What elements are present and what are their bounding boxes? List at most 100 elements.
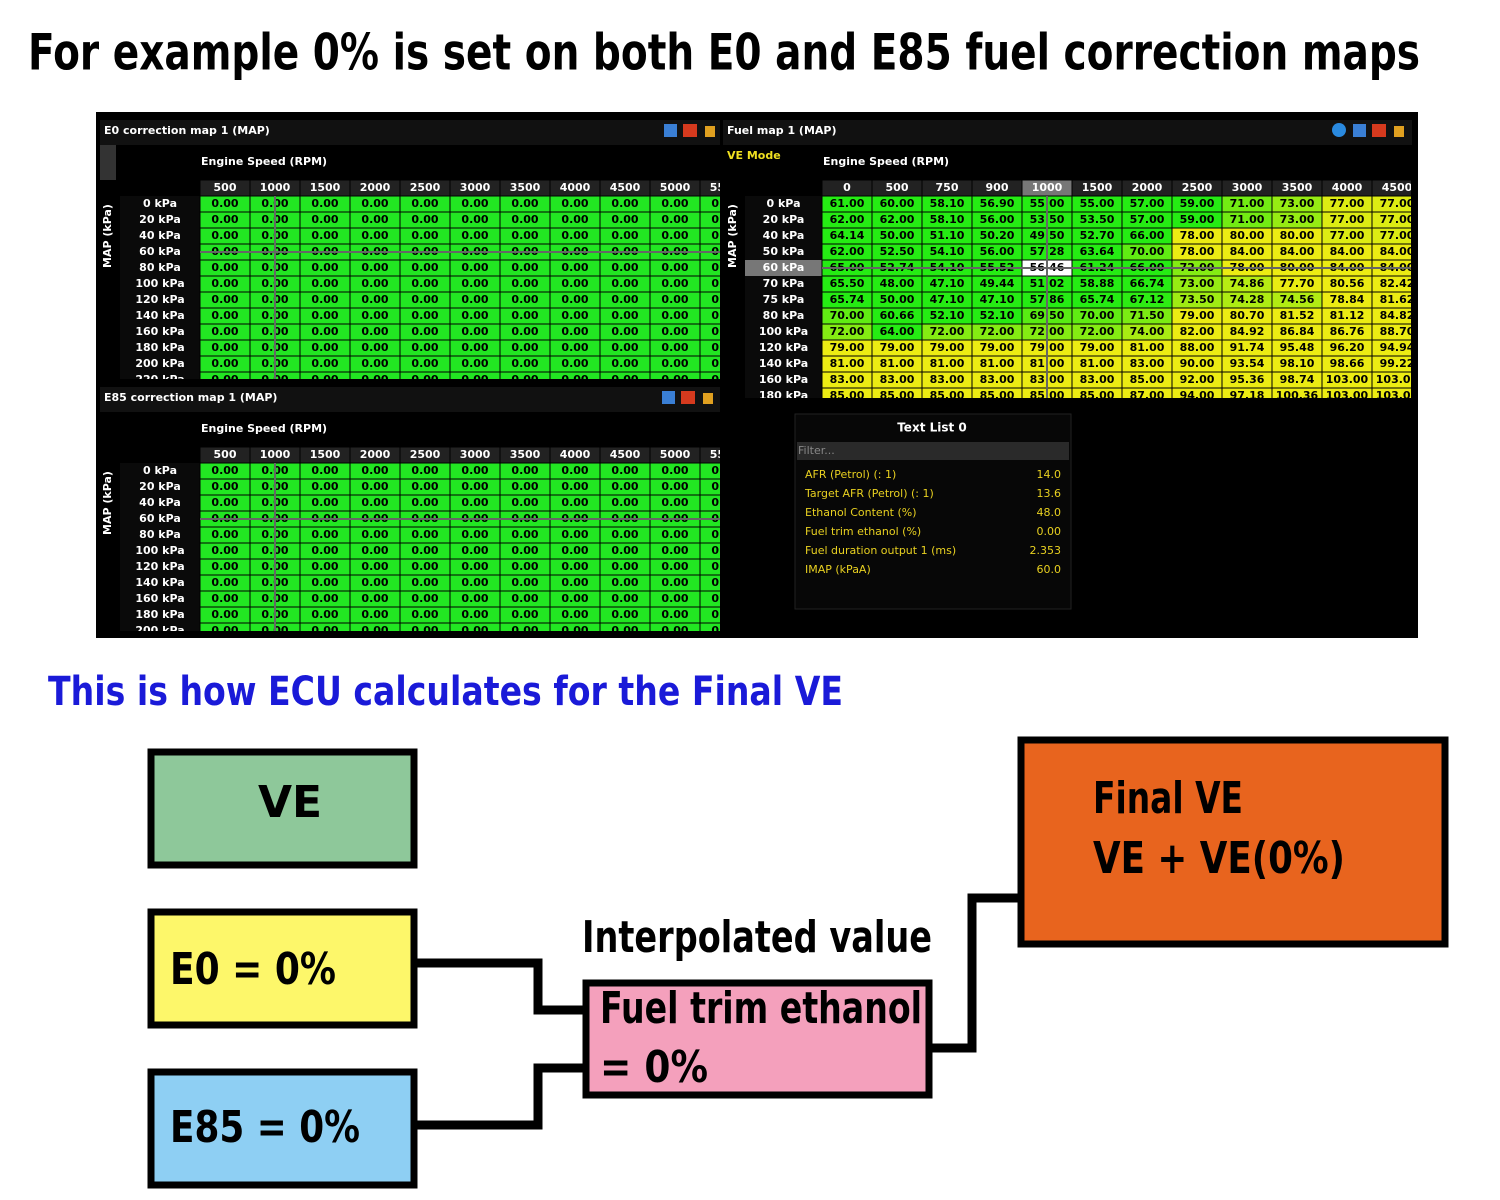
trim-box [582,979,933,1099]
cell-value: 0.00 [511,293,538,306]
row-header-cell [120,575,200,591]
cell-value: 81.00 [1080,357,1115,370]
panel-title: Fuel map 1 (MAP) [727,124,837,137]
cell-value: 65.50 [830,277,865,290]
cell-value: 103.00 [1326,373,1369,386]
cell-value: 95.48 [1280,341,1315,354]
cell-value: 0.00 [361,197,388,210]
cell-value: 0.00 [711,277,738,290]
row-header-cell [120,495,200,511]
column-header: 3000 [1232,181,1263,194]
cell-value: 0.00 [511,309,538,322]
cell-value: 61.00 [830,197,865,210]
cell-value: 66.00 [1130,229,1165,242]
y-axis-label: MAP (kPa) [101,471,114,535]
row-header: 180 kPa [759,389,808,402]
fuel-header [723,120,1412,145]
box-label: = 0% [600,1042,708,1093]
subtitle: This is how ECU calculates for the Final… [48,669,843,715]
cell-value: 83.00 [1130,357,1165,370]
cell-value: 80.70 [1230,309,1265,322]
row-header-cell [120,260,200,276]
icons[interactable] [662,123,1404,404]
cell-value: 0.00 [561,341,588,354]
column-header: 0 [843,181,851,194]
cell-value: 0.00 [211,576,238,589]
cell [499,622,551,631]
cell [699,291,720,309]
row-header-cell [120,276,200,292]
filter-box[interactable] [797,442,1069,460]
cell-value: 0.00 [511,480,538,493]
cell-value: 0.00 [611,608,638,621]
cell-value: 0.00 [561,373,588,386]
cell-value: 60.00 [880,197,915,210]
cell-value: 0.00 [661,373,688,386]
cell-value: 71.50 [1130,309,1165,322]
cell [399,622,451,631]
cell-value: 0.00 [411,341,438,354]
cell-value: 50.00 [880,229,915,242]
mode-label: VE Mode [727,149,781,162]
cell-value: 0.00 [511,197,538,210]
box-label: VE [258,777,322,828]
cell-value: 0.00 [511,261,538,274]
cell-value: 72.00 [1080,325,1115,338]
cell-value: 0.00 [211,309,238,322]
cell [699,622,720,631]
side-button[interactable] [100,145,116,180]
row-header: 200 kPa [135,624,184,637]
cell-value: 73.50 [1180,293,1215,306]
cell-value: 49.44 [980,277,1015,290]
list-value: 14.0 [1037,468,1062,481]
row-header: 100 kPa [759,325,808,338]
filter-placeholder[interactable]: Filter... [798,444,835,457]
cell [699,227,720,245]
cell-value: 88.70 [1380,325,1415,338]
cell-value: 0.00 [361,496,388,509]
row-header: 20 kPa [763,213,805,226]
cell [699,355,720,373]
cell-value: 0.00 [361,528,388,541]
column-header: 5500 [710,181,741,194]
cell-value: 0.00 [611,624,638,637]
row-header-cell [120,244,200,260]
cell-value: 74.56 [1280,293,1315,306]
e85-box [147,1068,418,1189]
cell-value: 0.00 [411,293,438,306]
cell-value: 0.00 [411,357,438,370]
row-header-cell [120,324,200,340]
cell-value: 70.00 [830,309,865,322]
cell-value: 85.00 [880,389,915,402]
row-header-cell [120,559,200,575]
cell-value: 59.00 [1180,213,1215,226]
cell-value: 95.36 [1230,373,1265,386]
cell-value: 79.00 [1080,341,1115,354]
cell-value: 0.00 [411,544,438,557]
cell-value: 0.00 [661,229,688,242]
cell-value: 85.00 [830,389,865,402]
column-header: 500 [214,181,237,194]
row-header-cell [120,543,200,559]
cell-value: 0.00 [411,277,438,290]
row-header-cell [745,260,822,276]
cell-value: 0.00 [361,373,388,386]
cell-value: 0.00 [511,528,538,541]
cell-value: 0.00 [661,608,688,621]
cell-value: 0.00 [661,309,688,322]
cell [199,622,251,631]
cell [699,478,720,496]
row-header-cell [120,340,200,356]
cell-value: 0.00 [661,560,688,573]
cell-value: 0.00 [211,357,238,370]
cell-value: 86.76 [1330,325,1365,338]
cell-value: 47.10 [980,293,1015,306]
row-header-cell [745,292,822,308]
cell-value: 78.00 [1180,245,1215,258]
column-header: 1000 [260,181,291,194]
cell-value: 0.00 [711,341,738,354]
cell-value: 0.00 [561,624,588,637]
row-header: 0 kPa [143,197,177,210]
cell-value: 0.00 [611,544,638,557]
